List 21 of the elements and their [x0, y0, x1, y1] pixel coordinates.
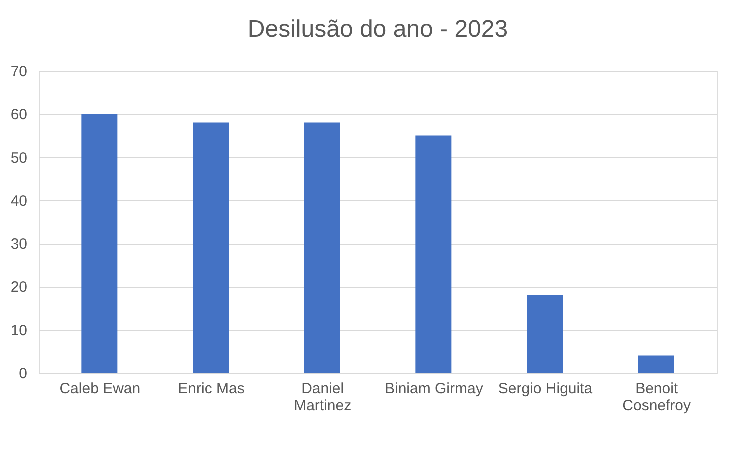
x-tick-label: Biniam Girmay [384, 380, 484, 398]
x-tick-label: Caleb Ewan [60, 380, 141, 398]
y-tick-label: 70 [10, 64, 28, 80]
y-tick-label: 40 [10, 192, 28, 210]
bar [82, 114, 118, 373]
bar [416, 136, 452, 373]
bar [193, 122, 229, 373]
bar [527, 295, 563, 373]
y-tick-label: 60 [10, 106, 28, 124]
x-tick-label: Sergio Higuita [498, 380, 594, 398]
y-tick-label: 20 [10, 279, 28, 296]
chart-title: Desilusão do ano - 2023 [248, 16, 508, 43]
y-tick-label: 10 [10, 322, 28, 340]
y-tick-label: 0 [19, 366, 28, 382]
x-tick-label: Daniel Martinez [294, 380, 352, 414]
bar [638, 356, 674, 373]
y-tick-label: 50 [10, 150, 28, 167]
bar [304, 122, 340, 373]
x-tick-label: Enric Mas [178, 380, 245, 398]
y-tick-label: 30 [10, 236, 28, 254]
x-tick-label: Benoit Cosnefroy [622, 380, 692, 414]
